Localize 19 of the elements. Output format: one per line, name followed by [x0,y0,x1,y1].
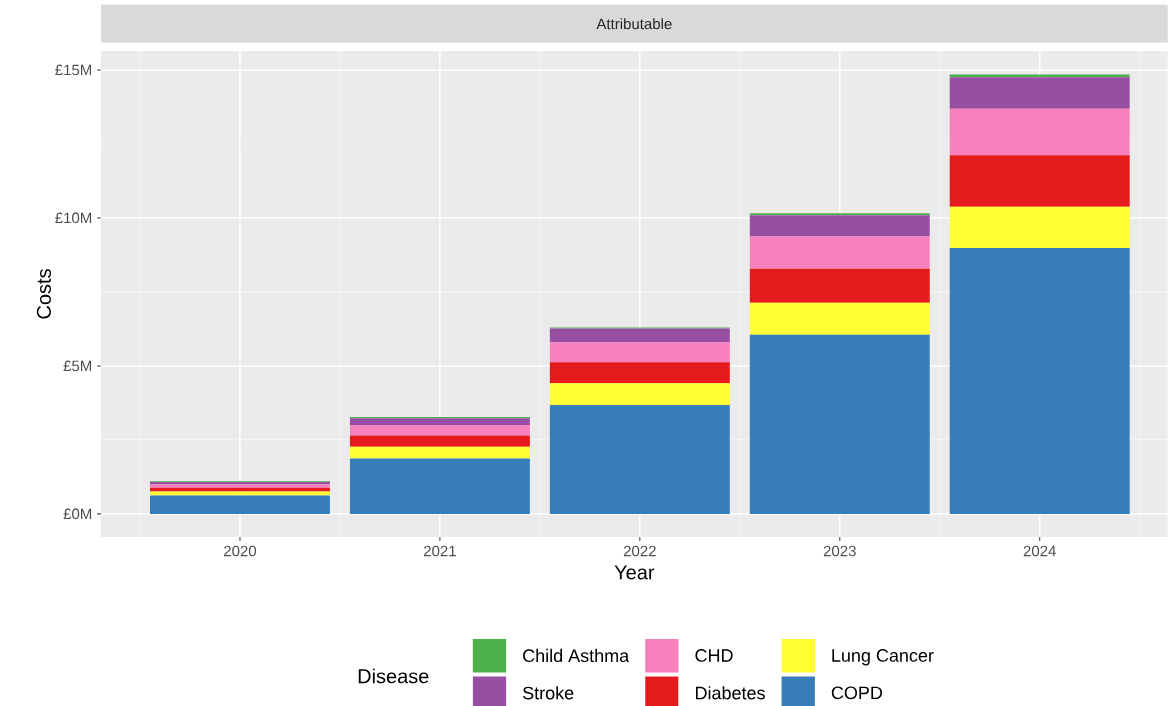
y-axis-title: Costs [36,269,51,319]
legend-label: CHD [695,649,733,662]
x-tick-label: 2021 [423,545,456,557]
legend-label: Diabetes [696,686,765,700]
legend-title: Disease [358,668,429,684]
x-tick-label: 2020 [224,545,257,557]
x-tick-label: 2024 [1023,545,1056,557]
chart-title: Attributable [596,18,672,30]
y-tick-label: £10M [55,212,92,224]
x-axis-title: Year [614,565,655,580]
legend-label: Child Asthma [523,648,630,663]
legend-label: Lung Cancer [832,649,934,666]
y-tick-label: £15M [55,64,92,76]
legend-label: COPD [831,686,883,700]
y-tick-label: £0M [63,508,92,520]
x-tick-label: 2022 [623,545,656,557]
legend-label: Stroke [522,686,574,700]
x-tick-label: 2023 [823,545,856,557]
y-tick-label: £5M [63,360,92,372]
